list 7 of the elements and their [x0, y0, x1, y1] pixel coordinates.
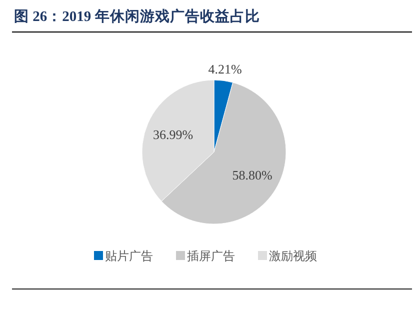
legend-label: 插屏广告 — [187, 249, 235, 264]
data-label: 36.99% — [152, 126, 194, 142]
data-label: 4.21% — [208, 61, 242, 76]
legend-label: 贴片广告 — [105, 249, 153, 264]
legend-label: 激励视频 — [269, 249, 317, 264]
chart-title: 图 26：2019 年休闲游戏广告收益占比 — [14, 7, 260, 25]
data-label: 58.80% — [232, 168, 272, 183]
